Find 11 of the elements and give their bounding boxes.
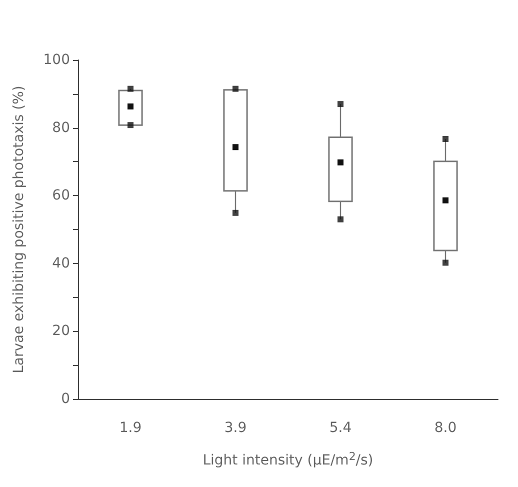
y-tick-label: 40 — [52, 255, 70, 272]
y-tick-label: 80 — [52, 120, 70, 136]
x-tick-label: 3.9 — [224, 420, 247, 436]
y-tick-label: 20 — [52, 323, 70, 340]
y-tick-label: 60 — [52, 188, 70, 204]
y-tick-label: 100 — [43, 52, 70, 68]
y-tick-label: 0 — [61, 391, 70, 407]
x-tick-label: 5.4 — [329, 420, 352, 436]
y-axis-title: Larvae exhibiting positive phototaxis (%) — [11, 86, 27, 374]
x-tick-label: 8.0 — [434, 420, 457, 436]
x-tick-label: 1.9 — [119, 420, 142, 436]
